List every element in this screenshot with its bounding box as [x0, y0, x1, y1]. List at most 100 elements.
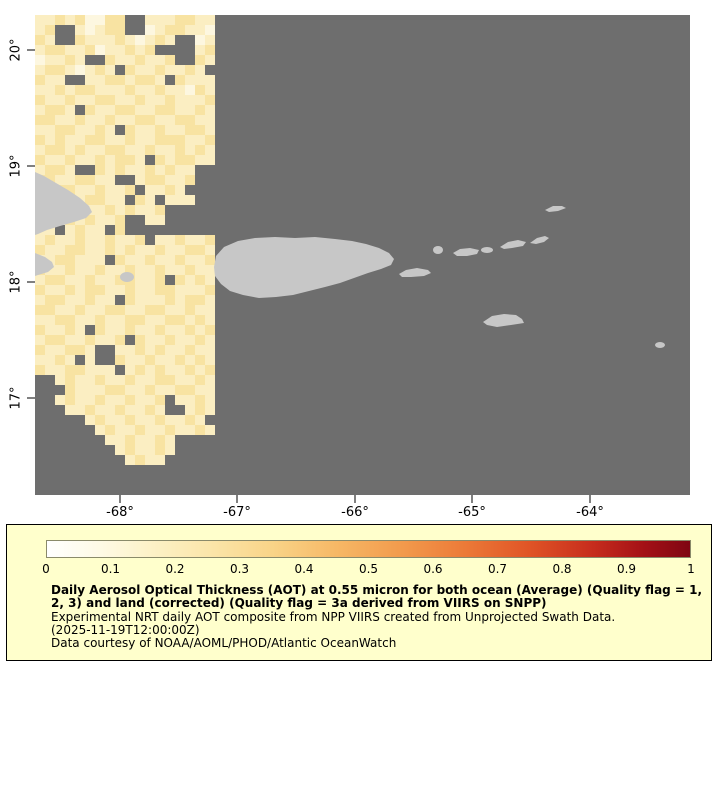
colorbar-tick-label: 0.8	[552, 562, 572, 576]
aot-cell	[165, 255, 175, 265]
legend-info-source: Experimental NRT daily AOT composite fro…	[51, 610, 616, 624]
aot-cell	[45, 145, 55, 155]
aot-cell	[35, 65, 45, 75]
aot-cell	[95, 185, 105, 195]
aot-cell	[55, 275, 65, 285]
aot-cell	[145, 25, 155, 35]
aot-cell	[195, 255, 205, 265]
aot-cell	[185, 255, 195, 265]
aot-cell	[55, 355, 65, 365]
aot-cell	[55, 175, 65, 185]
aot-cell	[175, 265, 185, 275]
aot-cell	[205, 275, 215, 285]
aot-cell	[75, 15, 85, 25]
y-axis-tick-label: 19°	[9, 154, 24, 177]
aot-cell	[85, 35, 95, 45]
aot-cell	[135, 45, 145, 55]
aot-cell	[155, 175, 165, 185]
aot-cell	[165, 265, 175, 275]
aot-cell	[155, 125, 165, 135]
aot-cell	[35, 25, 45, 35]
aot-cell	[145, 355, 155, 365]
aot-cell	[65, 55, 75, 65]
aot-cell	[145, 195, 155, 205]
aot-cell	[85, 405, 95, 415]
aot-cell	[105, 85, 115, 95]
colorbar-tick-label: 0.4	[294, 562, 314, 576]
legend-title: Daily Aerosol Optical Thickness (AOT) at…	[51, 584, 702, 610]
aot-cell	[125, 435, 135, 445]
aot-cell	[145, 35, 155, 45]
legend-info: Experimental NRT daily AOT composite fro…	[51, 611, 701, 650]
aot-cell	[155, 345, 165, 355]
aot-cell	[35, 235, 45, 245]
aot-cell	[135, 135, 145, 145]
aot-cell	[135, 415, 145, 425]
aot-cell	[45, 305, 55, 315]
aot-cell	[35, 145, 45, 155]
land-vieques	[399, 268, 431, 277]
aot-cell	[195, 75, 205, 85]
x-axis-tick-label: -68°	[106, 505, 134, 520]
aot-cell	[205, 15, 215, 25]
aot-cell	[145, 75, 155, 85]
aot-cell	[55, 265, 65, 275]
aot-cell	[75, 65, 85, 75]
aot-cell	[185, 145, 195, 155]
aot-cell	[55, 245, 65, 255]
aot-cell	[135, 275, 145, 285]
aot-cell	[205, 115, 215, 125]
aot-cell	[65, 15, 75, 25]
land-st-martin	[655, 342, 665, 348]
aot-cell	[175, 105, 185, 115]
aot-cell	[135, 355, 145, 365]
aot-cell	[155, 455, 165, 465]
aot-cell	[165, 65, 175, 75]
aot-cell	[185, 345, 195, 355]
aot-cell	[205, 235, 215, 245]
aot-cell	[105, 305, 115, 315]
aot-cell	[115, 215, 125, 225]
aot-cell	[115, 405, 125, 415]
aot-cell	[95, 75, 105, 85]
aot-cell	[65, 235, 75, 245]
aot-cell	[115, 155, 125, 165]
land-hispaniola-coast-fragment	[35, 253, 54, 276]
aot-cell	[105, 215, 115, 225]
aot-cell	[75, 345, 85, 355]
aot-cell	[75, 135, 85, 145]
aot-cell	[125, 455, 135, 465]
aot-cell	[145, 245, 155, 255]
aot-cell	[45, 225, 55, 235]
legend-info-courtesy: Data courtesy of NOAA/AOML/PHOD/Atlantic…	[51, 636, 397, 650]
aot-cell	[165, 165, 175, 175]
aot-cell	[95, 325, 105, 335]
aot-cell	[125, 35, 135, 45]
aot-cell	[125, 405, 135, 415]
aot-cell	[185, 155, 195, 165]
aot-cell	[55, 365, 65, 375]
aot-cell	[195, 145, 205, 155]
aot-cell	[135, 235, 145, 245]
aot-cell	[35, 75, 45, 85]
aot-cell	[75, 235, 85, 245]
aot-cell	[175, 85, 185, 95]
aot-cell	[185, 195, 195, 205]
aot-cell	[165, 295, 175, 305]
aot-cell	[165, 235, 175, 245]
aot-cell	[95, 215, 105, 225]
aot-cell	[145, 315, 155, 325]
aot-cell	[85, 255, 95, 265]
aot-cell	[195, 335, 205, 345]
aot-cell	[75, 375, 85, 385]
aot-cell	[95, 235, 105, 245]
aot-cell	[115, 435, 125, 445]
aot-cell	[185, 405, 195, 415]
aot-cell	[165, 385, 175, 395]
aot-cell	[195, 65, 205, 75]
aot-cell	[135, 255, 145, 265]
aot-cell	[105, 205, 115, 215]
aot-cell	[135, 245, 145, 255]
aot-cell	[55, 125, 65, 135]
aot-cell	[105, 185, 115, 195]
